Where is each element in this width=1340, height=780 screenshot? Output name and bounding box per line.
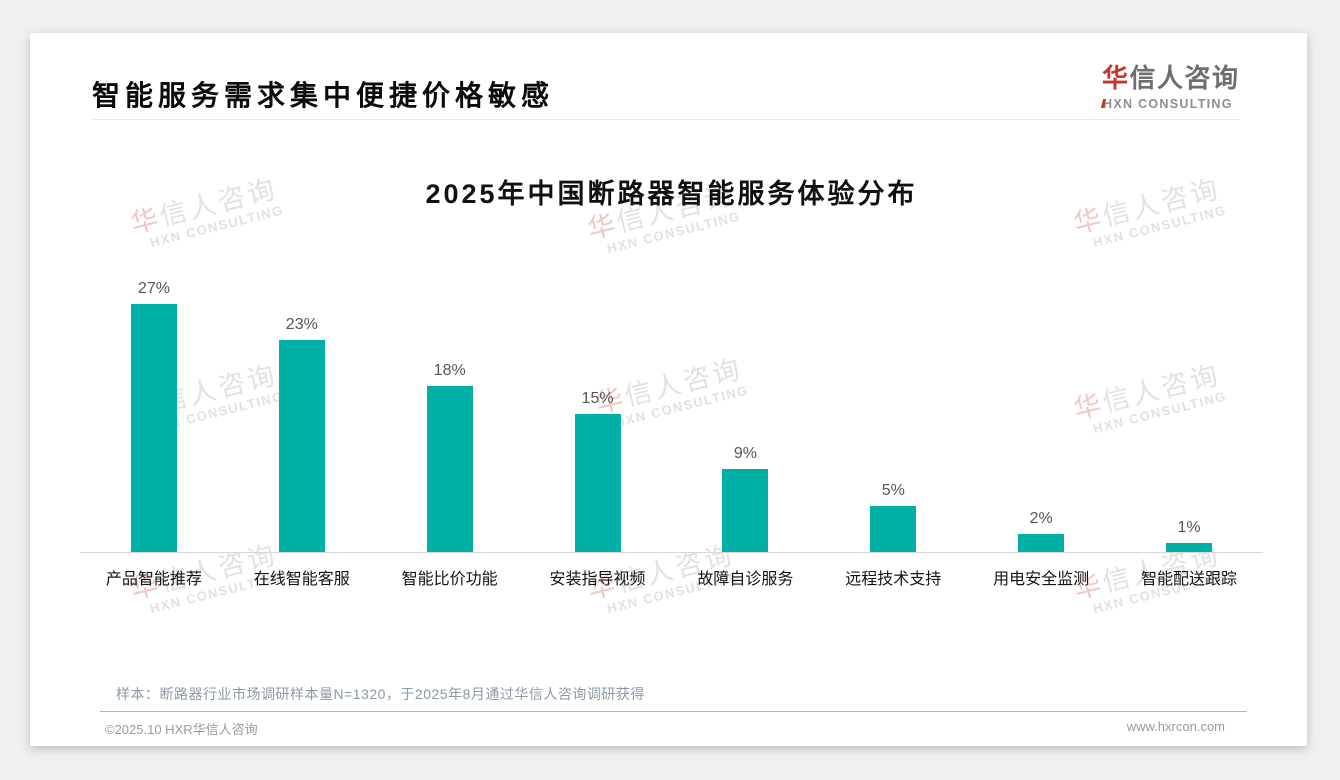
category-label: 智能配送跟踪 [1141,571,1238,588]
logo-chinese-name: 华信人咨询 [1102,58,1240,95]
company-logo: 华信人咨询 HXN CONSULTING [1100,58,1240,111]
category-label: 用电安全监测 [993,571,1090,588]
bar-value-label: 5% [881,482,905,499]
sample-footnote: 样本：断路器行业市场调研样本量N=1320，于2025年8月通过华信人咨询调研获… [116,686,645,702]
bar [1166,542,1213,552]
page-title: 智能服务需求集中便捷价格敏感 [92,80,555,111]
bar [426,386,473,552]
bar-plot: 27% 23% 18% 15% 9% 5% 2% 1% [80,280,1263,553]
category-label: 智能比价功能 [401,571,498,588]
category-label: 产品智能推荐 [105,571,202,588]
logo-red-char: 华 [1102,63,1130,93]
bar-value-label: 23% [285,316,318,334]
bar [278,340,325,552]
bar-value-label: 9% [733,445,757,463]
category-label: 在线智能客服 [253,571,350,588]
bar [870,506,917,552]
bar [574,414,621,552]
header-divider [92,119,1240,120]
slide-card [30,33,1307,746]
category-row: 产品智能推荐 在线智能客服 智能比价功能 安装指导视频 故障自诊服务 远程技术支持 用电安全… [80,565,1263,589]
logo-english-name: HXN CONSULTING [1100,97,1240,111]
bar [130,303,177,552]
footer-copyright: ©2025.10 HXR华信人咨询 [105,722,258,737]
bar-value-label: 18% [433,362,466,380]
bar-value-label: 27% [137,279,170,297]
bar [722,469,769,552]
category-label: 故障自诊服务 [697,571,794,588]
footer-divider [100,711,1247,712]
bar [1018,533,1065,552]
category-label: 安装指导视频 [549,571,646,588]
logo-gray-chars: 信人咨询 [1129,63,1240,93]
bar-value-label: 1% [1177,518,1201,536]
bar-value-label: 2% [1029,509,1053,527]
chart-title: 2025年中国断路器智能服务体验分布 [425,179,918,209]
bar-value-label: 15% [581,390,614,407]
category-label: 远程技术支持 [845,571,942,588]
footer-website: www.hxrcon.com [1126,719,1225,734]
